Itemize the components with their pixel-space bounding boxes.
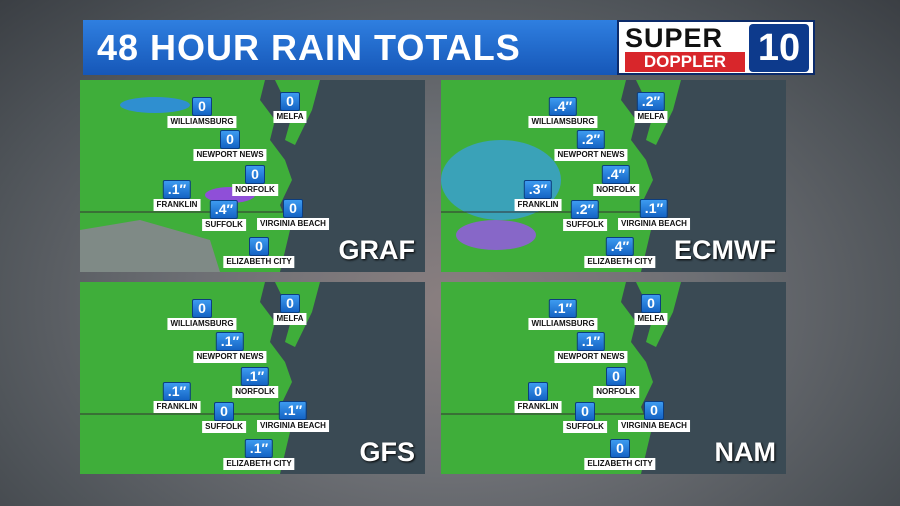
station-name: FRANKLIN <box>514 199 562 211</box>
map-panel: 0 WILLIAMSBURG .1″ NEWPORT NEWS .1″ NORFOLK .1… <box>80 282 425 474</box>
map-panel: .1″ WILLIAMSBURG .1″ NEWPORT NEWS 0 NORFOLK 0 F… <box>441 282 786 474</box>
station-name: ELIZABETH CITY <box>223 458 295 470</box>
station-name: MELFA <box>273 313 307 325</box>
rain-amount: .2″ <box>570 200 600 219</box>
rain-amount: 0 <box>606 367 626 386</box>
rain-amount: 0 <box>610 439 630 458</box>
station-name: NORFOLK <box>593 386 639 398</box>
station-name: VIRGINIA BEACH <box>257 218 329 230</box>
rain-amount: .1″ <box>162 382 192 401</box>
rain-amount: 0 <box>644 401 664 420</box>
rain-amount: .1″ <box>215 332 245 351</box>
rain-amount: .4″ <box>209 200 239 219</box>
station-name: SUFFOLK <box>563 421 607 433</box>
rain-amount: 0 <box>283 199 303 218</box>
rain-amount: 0 <box>528 382 548 401</box>
model-name: GRAF <box>338 235 416 265</box>
rain-amount: .1″ <box>548 299 578 318</box>
rain-amount: .2″ <box>636 92 666 111</box>
station-name: FRANKLIN <box>514 401 562 413</box>
rain-amount: .1″ <box>244 439 274 458</box>
map-panel: 0 WILLIAMSBURG 0 NEWPORT NEWS 0 NORFOLK .1″ FRA… <box>80 80 425 272</box>
station-name: SUFFOLK <box>202 421 246 433</box>
station-name: VIRGINIA BEACH <box>257 420 329 432</box>
station-name: WILLIAMSBURG <box>167 318 237 330</box>
station-name: VIRGINIA BEACH <box>618 420 690 432</box>
station-name: MELFA <box>634 111 668 123</box>
logo-number: 10 <box>749 24 809 72</box>
rain-amount: .1″ <box>639 199 669 218</box>
station-name: NEWPORT NEWS <box>554 351 628 363</box>
rain-amount: 0 <box>245 165 265 184</box>
model-name: ECMWF <box>674 235 776 265</box>
station-name: NORFOLK <box>232 386 278 398</box>
rain-amount: 0 <box>220 130 240 149</box>
station-name: ELIZABETH CITY <box>584 256 656 268</box>
rain-amount: 0 <box>214 402 234 421</box>
rain-amount: .4″ <box>548 97 578 116</box>
station-name: VIRGINIA BEACH <box>618 218 690 230</box>
station-name: ELIZABETH CITY <box>223 256 295 268</box>
map-panel: .4″ WILLIAMSBURG .2″ NEWPORT NEWS .4″ NORFOLK… <box>441 80 786 272</box>
rain-amount: 0 <box>575 402 595 421</box>
station-name: NEWPORT NEWS <box>193 149 267 161</box>
station-name: WILLIAMSBURG <box>528 318 598 330</box>
rain-amount: .2″ <box>576 130 606 149</box>
station-name: NEWPORT NEWS <box>554 149 628 161</box>
model-name: GFS <box>359 437 415 467</box>
station-name: MELFA <box>634 313 668 325</box>
rain-amount: 0 <box>192 97 212 116</box>
station-name: NORFOLK <box>593 184 639 196</box>
rain-amount: 0 <box>280 92 300 111</box>
station-name: MELFA <box>273 111 307 123</box>
station-logo: SUPER DOPPLER 10 <box>617 20 815 75</box>
station-name: ELIZABETH CITY <box>584 458 656 470</box>
rain-amount: .4″ <box>605 237 635 256</box>
rain-amount: .4″ <box>601 165 631 184</box>
title: 48 HOUR RAIN TOTALS <box>83 20 617 75</box>
station-name: FRANKLIN <box>153 401 201 413</box>
rain-amount: 0 <box>192 299 212 318</box>
rain-amount: 0 <box>280 294 300 313</box>
rain-amount: .1″ <box>278 401 308 420</box>
rain-amount: 0 <box>249 237 269 256</box>
model-name: NAM <box>714 437 777 467</box>
station-name: WILLIAMSBURG <box>167 116 237 128</box>
rain-amount: .1″ <box>576 332 606 351</box>
station-name: NEWPORT NEWS <box>193 351 267 363</box>
station-name: FRANKLIN <box>153 199 201 211</box>
rain-amount: .3″ <box>523 180 553 199</box>
station-name: NORFOLK <box>232 184 278 196</box>
logo-bottom: DOPPLER <box>625 52 745 72</box>
logo-top: SUPER <box>625 23 724 53</box>
station-name: SUFFOLK <box>563 219 607 231</box>
rain-amount: 0 <box>641 294 661 313</box>
rain-amount: .1″ <box>240 367 270 386</box>
station-name: SUFFOLK <box>202 219 246 231</box>
station-name: WILLIAMSBURG <box>528 116 598 128</box>
rain-amount: .1″ <box>162 180 192 199</box>
